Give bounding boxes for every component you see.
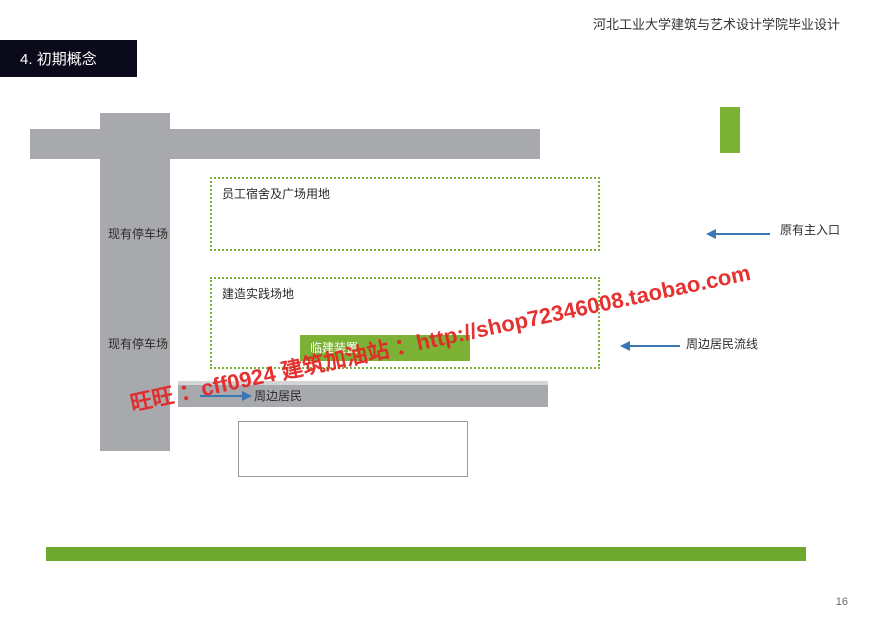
site-plan-diagram: 员工宿舍及广场用地 建造实践场地 临建装置 现有停车场 现有停车场 原有主入口 …: [0, 95, 880, 575]
institution-name: 河北工业大学建筑与艺术设计学院毕业设计: [593, 14, 840, 33]
arrow-head-icon: [620, 341, 630, 351]
road-left: [100, 113, 170, 451]
blank-box: [238, 421, 468, 477]
residents-label: 周边居民: [254, 387, 302, 404]
bottom-green-bar: [46, 547, 806, 561]
zone2-label: 建造实践场地: [222, 285, 294, 302]
zone1-label: 员工宿舍及广场用地: [222, 185, 330, 202]
entrance-arrow: [706, 229, 770, 239]
green-stub: [720, 107, 740, 153]
page-number: 16: [836, 596, 848, 608]
parking-label-1: 现有停车场: [108, 225, 168, 242]
section-title-bar: 4. 初期概念: [0, 40, 137, 77]
resident-flow-label: 周边居民流线: [686, 335, 758, 352]
temp-build-block: 临建装置: [300, 335, 470, 361]
arrow-line: [630, 345, 680, 347]
arrow-line: [716, 233, 770, 235]
temp-build-label: 临建装置: [310, 339, 358, 356]
arrow-head-icon: [706, 229, 716, 239]
section-number: 4.: [20, 51, 33, 68]
resident-flow-arrow: [620, 341, 680, 351]
entrance-label: 原有主入口: [780, 221, 840, 238]
section-title: 初期概念: [37, 51, 97, 68]
zone-dorm-plaza: 员工宿舍及广场用地: [210, 177, 600, 251]
parking-label-2: 现有停车场: [108, 335, 168, 352]
residents-arrow: [200, 391, 252, 401]
arrow-head-icon: [242, 391, 252, 401]
arrow-line: [200, 395, 242, 397]
